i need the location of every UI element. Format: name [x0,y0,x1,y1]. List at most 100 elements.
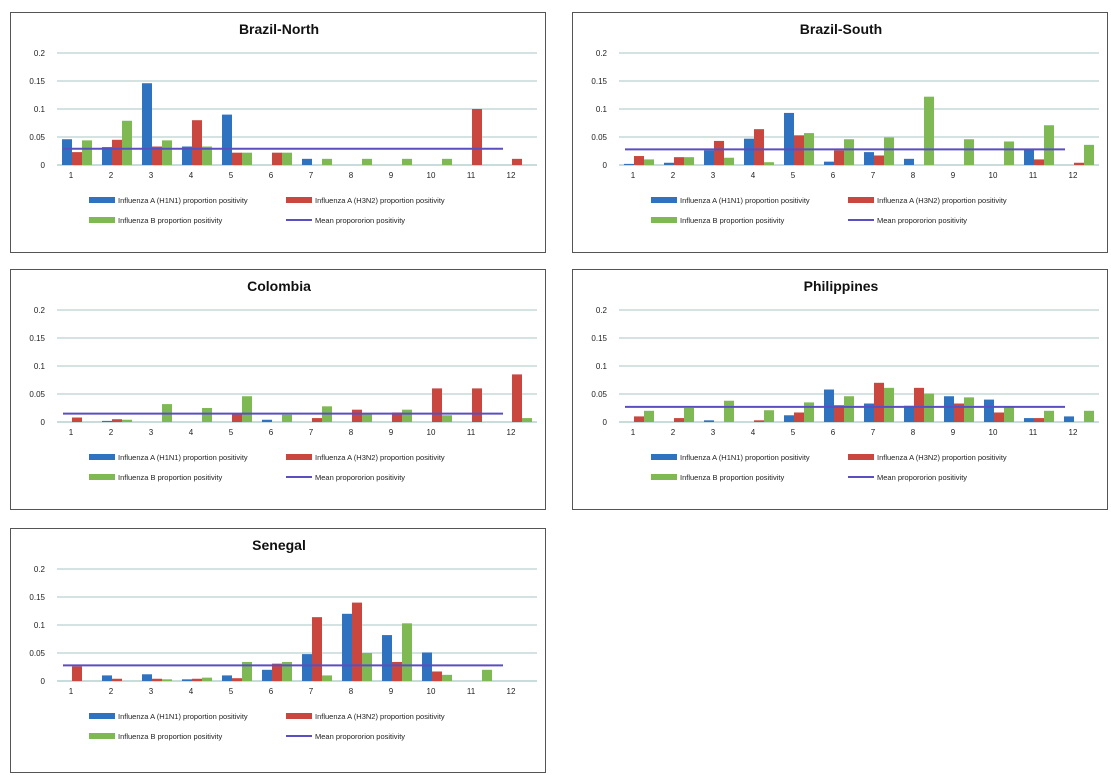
bar [222,114,232,165]
bar [984,399,994,422]
x-tick-label: 8 [911,171,916,180]
bar [142,83,152,165]
y-tick-label: 0.2 [596,306,608,315]
bar [512,374,522,422]
x-tick-label: 11 [467,171,476,180]
bar [362,413,372,422]
x-tick-label: 5 [229,687,234,696]
chart-title: Senegal [252,537,306,553]
x-tick-label: 9 [389,171,394,180]
legend-label-mean: Mean propororion positivity [315,732,405,741]
y-tick-label: 0.05 [591,133,607,142]
x-tick-label: 2 [671,171,676,180]
legend-label-mean: Mean propororion positivity [315,216,405,225]
legend-label-h3n2: Influenza A (H3N2) proportion positivity [315,453,445,462]
bar [1024,149,1034,165]
bar [342,613,352,681]
x-tick-label: 11 [467,687,476,696]
x-tick-label: 12 [507,687,516,696]
chart-panel-colombia: Colombia 0 0.05 0.1 0.15 0.2 1 2 3 4 5 6 7 8 9 10 11 12 In… [10,269,546,510]
bar [964,397,974,422]
bar [442,158,452,165]
bar [512,158,522,165]
legend-label-b: Influenza B proportion positivity [118,473,222,482]
legend-label-h1n1: Influenza A (H1N1) proportion positivity [118,196,248,205]
x-tick-label: 10 [427,428,436,437]
bar [232,152,242,165]
x-tick-label: 9 [389,687,394,696]
bar [634,156,644,165]
legend-swatch-b [89,474,115,480]
x-tick-label: 7 [871,428,876,437]
legend-swatch-h1n1 [89,713,115,719]
bar [72,152,82,165]
bar [302,654,312,681]
bar [1064,416,1074,422]
bar [232,678,242,681]
x-tick-label: 12 [1069,171,1078,180]
bar [242,661,252,681]
bar [664,162,674,165]
bar [112,419,122,422]
y-tick-label: 0.15 [29,334,45,343]
y-tick-label: 0.05 [29,649,45,658]
bar [122,419,132,422]
legend-swatch-b [89,733,115,739]
legend-swatch-h3n2 [286,454,312,460]
bar [262,669,272,681]
legend-label-h1n1: Influenza A (H1N1) proportion positivity [680,453,810,462]
bar [102,147,112,165]
bar [644,410,654,422]
legend-swatch-b [651,217,677,223]
x-tick-label: 2 [109,687,114,696]
bar [242,396,252,422]
bar [884,387,894,422]
bar [624,163,634,165]
legend-label-h3n2: Influenza A (H3N2) proportion positivity [315,196,445,205]
bar [904,158,914,165]
x-tick-label: 6 [269,171,274,180]
x-tick-label: 3 [149,428,154,437]
bar [964,139,974,165]
y-tick-label: 0.1 [34,362,46,371]
bar [874,382,884,422]
x-tick-label: 12 [507,428,516,437]
bar [874,155,884,165]
bar [794,412,804,422]
x-tick-label: 1 [631,428,636,437]
bar [122,120,132,165]
bar [302,158,312,165]
x-tick-label: 11 [467,428,476,437]
bar [282,152,292,165]
x-tick-label: 2 [671,428,676,437]
bar [202,677,212,681]
bar [864,403,874,422]
y-tick-label: 0.05 [29,390,45,399]
legend-label-h3n2: Influenza A (H3N2) proportion positivity [877,453,1007,462]
bar [352,409,362,422]
x-tick-label: 2 [109,171,114,180]
chart-title: Brazil-North [239,21,319,37]
bar [472,388,482,422]
bar [684,157,694,165]
x-tick-label: 6 [831,428,836,437]
x-tick-label: 10 [427,171,436,180]
y-tick-label: 0.1 [596,362,608,371]
x-tick-label: 7 [871,171,876,180]
legend-swatch-h1n1 [89,197,115,203]
bar [322,158,332,165]
y-tick-label: 0.2 [34,49,46,58]
x-tick-label: 5 [229,171,234,180]
bar [522,418,532,422]
x-tick-label: 7 [309,428,314,437]
bar [152,146,162,165]
y-tick-label: 0.1 [34,105,46,114]
bar [272,663,282,681]
bar [482,669,492,681]
x-tick-label: 12 [1069,428,1078,437]
bar [112,678,122,681]
x-tick-label: 7 [309,171,314,180]
